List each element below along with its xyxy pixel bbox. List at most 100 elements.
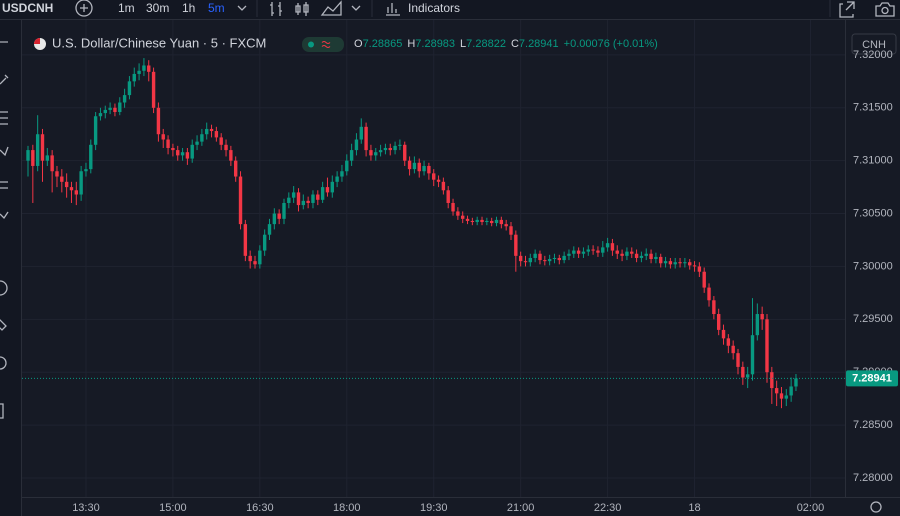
candle-body [688, 262, 692, 266]
ohlc-value: 7.28865 [363, 38, 403, 50]
candle-body [562, 255, 566, 261]
time-tick-label: 18 [688, 502, 700, 514]
fib-tool[interactable] [0, 111, 8, 125]
measure-tool[interactable] [0, 319, 7, 331]
candle-body [267, 224, 272, 235]
zoom-tool[interactable] [0, 356, 7, 370]
ohlc-key: C [511, 38, 519, 50]
symbol[interactable]: USDCNH [2, 1, 53, 15]
candle-body [683, 262, 687, 264]
candle-body [581, 251, 586, 254]
candle-body [779, 393, 784, 399]
candle-body [161, 134, 165, 140]
candles-style[interactable] [295, 2, 309, 16]
candle-body [296, 192, 301, 206]
price-tick-label: 7.30000 [853, 260, 893, 272]
candle-body [678, 262, 682, 264]
candle-body [103, 109, 107, 114]
candle-body [79, 171, 83, 195]
price-tick-label: 7.31500 [853, 102, 893, 114]
interval-menu[interactable] [237, 5, 247, 11]
candle-body [494, 219, 499, 224]
candle-body [89, 144, 93, 170]
candle-body [605, 243, 610, 248]
candle-body [369, 150, 373, 156]
market-status[interactable] [302, 37, 344, 52]
candle-body [567, 253, 571, 256]
candle-body [712, 300, 716, 315]
area-style[interactable] [320, 0, 342, 16]
candle-body [697, 266, 702, 272]
bars-style[interactable] [270, 2, 282, 16]
price-tick-label: 7.28000 [853, 472, 893, 484]
candle-body [644, 253, 648, 256]
candle-body [456, 211, 460, 216]
candle-body [446, 190, 450, 203]
candle-body [417, 162, 421, 172]
candle-body [654, 256, 658, 260]
candle-body [518, 255, 523, 262]
candle-body [634, 253, 639, 258]
trend-tool[interactable] [0, 74, 9, 85]
candle-body [745, 374, 750, 378]
camera-lens [881, 6, 889, 15]
ohlc-key: O [354, 38, 363, 50]
settings-icon[interactable] [870, 501, 882, 513]
candle-body [205, 128, 209, 135]
candle-body [142, 65, 146, 71]
shape-tool[interactable] [0, 211, 9, 220]
currency-button[interactable] [851, 33, 897, 55]
interval[interactable]: 1h [182, 1, 195, 15]
candle-body [784, 395, 789, 399]
candle-body [258, 250, 262, 265]
last-price-label: 7.28941 [852, 372, 892, 384]
candle-body [639, 255, 644, 258]
interval[interactable]: 30m [146, 1, 169, 15]
interval[interactable]: 1m [118, 1, 135, 15]
indicators-icon[interactable] [386, 3, 400, 16]
candle-body [374, 152, 378, 156]
candle-body [412, 162, 417, 170]
emoji-tool[interactable] [0, 280, 8, 296]
candle-body [465, 218, 470, 221]
candle-body [692, 265, 697, 267]
currency[interactable]: CNH [862, 39, 886, 51]
candle-body [625, 251, 629, 256]
candle-body [166, 139, 170, 148]
candle-body [262, 234, 267, 251]
candle-body [770, 372, 774, 389]
candle-body [461, 215, 465, 219]
candle-body [432, 173, 436, 180]
candle-body [306, 200, 310, 203]
magnet-tool[interactable] [0, 403, 4, 419]
candles [26, 58, 798, 409]
share-icon[interactable] [839, 1, 855, 18]
ohlc-value: 7.28983 [415, 38, 455, 50]
candle-body [171, 147, 175, 151]
camera-icon[interactable] [875, 2, 895, 17]
ohlc-key: L [460, 38, 466, 50]
candle-body [480, 219, 484, 223]
candle-body [26, 150, 30, 161]
candle-body [98, 113, 103, 117]
indicators[interactable]: Indicators [408, 1, 460, 15]
candle-body [451, 202, 455, 212]
candle-body [475, 219, 479, 223]
candle-body [504, 224, 508, 227]
price-tick-label: 7.32000 [853, 49, 893, 61]
style-menu[interactable] [351, 5, 361, 11]
ohlc-value: 7.28822 [466, 38, 506, 50]
candle-body [668, 261, 673, 265]
add-symbol[interactable] [75, 0, 93, 17]
candle-body [325, 187, 330, 193]
candle-body [427, 165, 431, 174]
interval-active[interactable]: 5m [208, 1, 225, 15]
pattern-tool[interactable] [0, 146, 9, 157]
candle-body [789, 386, 793, 396]
forecast-tool[interactable] [0, 181, 8, 189]
symbol-flag-part [34, 38, 40, 44]
candle-body [238, 176, 243, 225]
candle-body [55, 171, 59, 177]
